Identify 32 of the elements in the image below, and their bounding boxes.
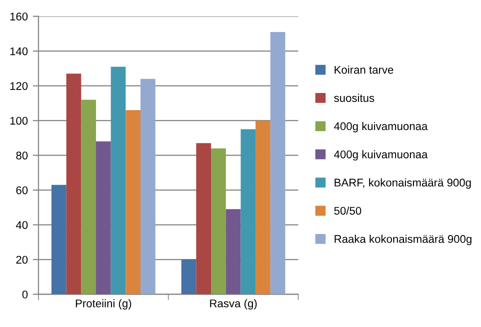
- bar: [240, 129, 256, 294]
- legend-label: 50/50: [334, 206, 362, 215]
- legend-label: Raaka kokonaismäärä 900g: [334, 234, 472, 246]
- bar: [256, 120, 270, 294]
- bar: [226, 209, 241, 294]
- y-tick-label: 80: [16, 152, 28, 160]
- bar: [270, 32, 286, 294]
- bar: [110, 66, 126, 294]
- y-tick-label: 120: [10, 82, 28, 90]
- y-tick-label: 20: [16, 256, 28, 264]
- bar: [51, 184, 66, 294]
- legend-label: BARF, kokonaismäärä 900g: [334, 178, 471, 189]
- legend-label: Koiran tarve: [334, 66, 394, 74]
- y-tick-label: 140: [10, 47, 28, 56]
- bar: [96, 141, 111, 294]
- y-tick-label: 100: [10, 116, 28, 125]
- bar: [126, 110, 141, 294]
- x-tick-label: Proteiini (g): [76, 299, 132, 310]
- legend-label: suositus: [334, 94, 374, 102]
- bar: [196, 143, 212, 294]
- y-tick-label: 160: [10, 12, 28, 20]
- y-tick-label: 0: [22, 290, 28, 298]
- legend-label: 400g kuivamuonaa: [334, 122, 428, 132]
- x-tick-label: Rasva (g): [210, 299, 257, 310]
- bar: [81, 100, 96, 294]
- bar: [66, 74, 82, 294]
- y-tick-label: 40: [16, 221, 28, 229]
- legend-label: 400g kuivamuonaa: [334, 150, 428, 161]
- bar: [211, 148, 226, 294]
- bar: [181, 260, 196, 294]
- y-tick-label: 60: [16, 186, 28, 194]
- bar: [140, 78, 156, 294]
